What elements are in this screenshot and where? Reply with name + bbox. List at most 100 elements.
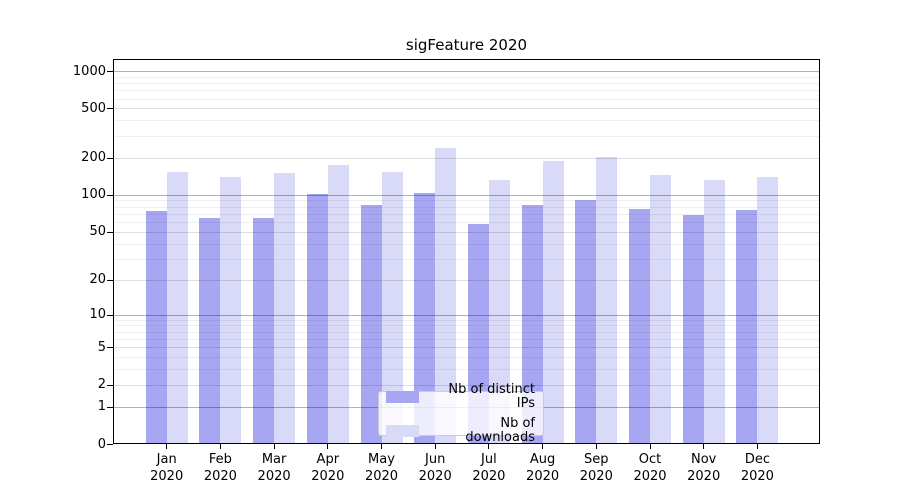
minor-gridline [114,200,820,202]
y-tick-label: 50 [89,224,106,240]
minor-gridline [114,338,820,340]
y-tick-label: 5 [97,339,106,355]
y-tick-label: 500 [81,100,106,116]
minor-gridline [114,243,820,245]
bar-downloads [381,172,403,444]
minor-gridline [114,206,820,208]
bar-downloads [220,177,242,444]
bar-distinct-ips [736,210,758,444]
legend-label-downloads: Nb of downloads [465,415,535,445]
gridline-1000 [114,71,820,73]
y-tick-label: 1 [97,399,106,415]
bar-downloads [703,180,725,444]
x-tick-mark [219,444,221,449]
bar-downloads [650,175,671,444]
x-tick-mark [327,444,329,449]
bar-distinct-ips [629,208,650,444]
x-tick-mark [273,444,275,449]
x-tick-label: Feb 2020 [203,452,237,484]
y-tick-mark [107,108,113,110]
minor-gridline [114,325,820,327]
legend-swatch-downloads [386,424,419,437]
bar-downloads [542,161,564,444]
y-tick-label: 1000 [72,63,106,79]
legend-item-distinct-ips: Nb of distinct IPs [386,381,535,411]
y-tick-label: 0 [97,436,106,452]
gridline-2 [114,384,820,386]
minor-gridline [114,357,820,359]
x-tick-mark [595,444,597,449]
gridline-10 [114,314,820,316]
minor-gridline [114,120,820,122]
y-tick-mark [107,444,113,445]
y-tick-label: 2 [97,377,106,393]
x-tick-label: Dec 2020 [740,452,774,484]
x-tick-mark [703,444,705,449]
gridline-5 [114,347,820,349]
gridline-200 [114,157,820,159]
bar-distinct-ips [306,194,328,444]
y-tick-mark [107,194,113,196]
bar-downloads [488,179,510,444]
y-tick-label: 100 [81,187,106,203]
bar-downloads [166,172,188,444]
bar-distinct-ips [253,217,275,444]
bar-distinct-ips [575,200,597,444]
minor-gridline [114,76,820,78]
chart-title: sigFeature 2020 [405,36,528,54]
minor-gridline [114,98,820,100]
bar-distinct-ips [360,205,382,444]
x-tick-mark [542,444,544,449]
legend-item-downloads: Nb of downloads [386,415,535,445]
minor-gridline [114,90,820,92]
y-tick-label: 20 [89,272,106,288]
bar-distinct-ips [682,215,704,444]
x-tick-mark [488,444,490,449]
minor-gridline [114,213,820,215]
minor-gridline [114,222,820,224]
y-tick-mark [107,71,113,73]
minor-gridline [114,369,820,371]
x-tick-mark [166,444,168,449]
bar-downloads [596,157,618,444]
legend: Nb of distinct IPs Nb of downloads [378,382,544,444]
y-tick-label: 200 [81,150,106,166]
minor-gridline [114,135,820,137]
bar-distinct-ips [414,192,436,444]
minor-gridline [114,319,820,321]
y-tick-mark [107,231,113,233]
x-tick-label: Jan 2020 [150,452,184,484]
bar-downloads [327,165,349,444]
x-tick-mark [756,444,758,449]
minor-gridline [114,83,820,85]
bar-distinct-ips [145,210,167,444]
x-tick-label: Mar 2020 [257,452,291,484]
minor-gridline [114,331,820,333]
y-tick-mark [107,384,113,386]
gridline-100 [114,194,820,196]
x-tick-label: May 2020 [364,452,399,484]
x-tick-label: Aug 2020 [526,452,560,484]
y-tick-mark [107,347,113,349]
bar-downloads [757,176,779,444]
x-tick-mark [649,444,651,449]
y-tick-mark [107,314,113,316]
bar-distinct-ips [199,217,221,444]
gridline-50 [114,231,820,233]
legend-swatch-distinct-ips [386,390,419,403]
y-tick-mark [107,406,113,408]
x-tick-label: Apr 2020 [311,452,345,484]
bar-downloads [274,172,296,444]
x-tick-mark [381,444,382,449]
x-tick-label: Sep 2020 [579,452,613,484]
x-tick-label: Oct 2020 [633,452,667,484]
y-tick-mark [107,157,113,159]
bar-distinct-ips [521,205,543,444]
gridline-500 [114,108,820,110]
legend-label-distinct-ips: Nb of distinct IPs [448,381,535,411]
bar-distinct-ips [467,223,489,444]
x-tick-label: Jul 2020 [472,452,506,484]
